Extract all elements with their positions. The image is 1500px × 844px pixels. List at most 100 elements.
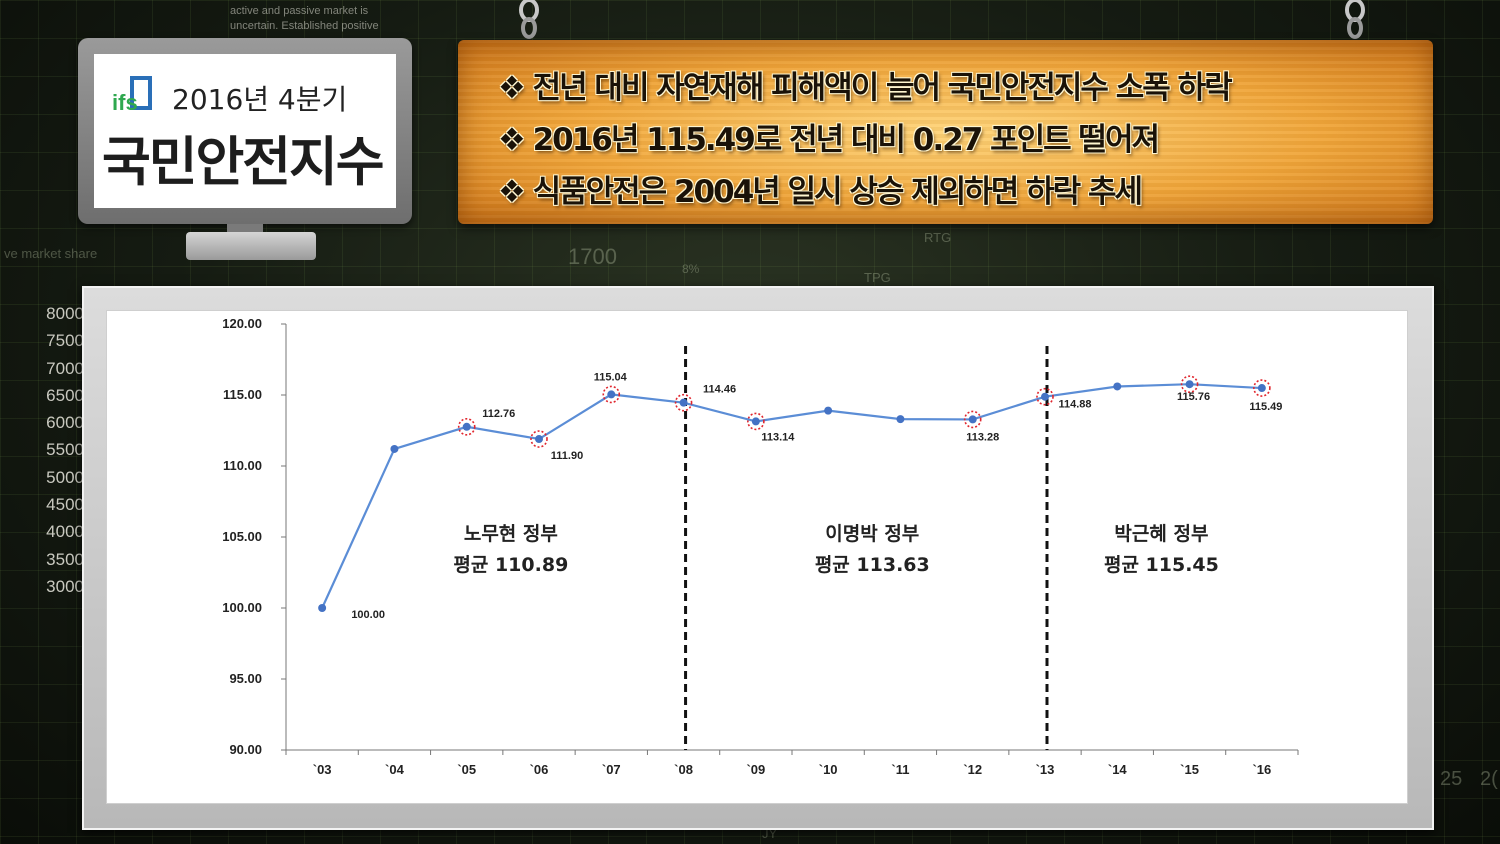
x-tick-label: `05 [457,762,476,777]
background-scale-value: 4500 [46,495,84,515]
data-point [896,415,905,424]
era-name: 노무현 정부 [464,523,558,545]
headline-item: ❖ 2016년 115.49로 전년 대비 0.27 포인트 떨어져 [498,114,1160,159]
data-label: 113.14 [761,431,795,443]
background-label: ve market share [4,246,98,261]
data-point [1185,380,1194,389]
background-scale-value: 3500 [46,549,84,569]
bullet-icon: ❖ [498,122,526,158]
background-note-line: uncertain. Established positive [230,20,379,32]
y-tick-label: 110.00 [223,458,262,473]
headline-text: 전년 대비 자연재해 피해액이 늘어 국민안전지수 소폭 하락 [532,70,1233,106]
logo-title: 국민안전지수 [102,132,385,193]
highlight-circle [530,430,548,448]
ifs-logo-icon: ifs [112,76,152,115]
data-point [679,398,688,407]
background-label: 25 [1440,768,1463,790]
chain-icon [1345,0,1365,39]
bullet-icon: ❖ [498,174,526,210]
logo-subtitle: 2016년 4분기 [172,83,348,116]
headline-item: ❖ 식품안전은 2004년 일시 상승 제외하면 하락 추세 [498,166,1143,211]
monitor-stand-base [186,232,316,260]
headline-board: ❖ 전년 대비 자연재해 피해액이 늘어 국민안전지수 소폭 하락 ❖ 2016… [458,40,1433,224]
data-label: 114.46 [703,384,736,396]
background-scale-value: 7500 [46,331,84,351]
data-point [968,415,977,424]
background-scale-value: 6000 [46,413,84,433]
background-scale-value: 5000 [46,467,84,487]
data-point [1113,382,1122,391]
background-label: 8% [682,262,700,276]
highlight-circle [602,385,621,404]
era-name: 박근혜 정부 [1114,523,1208,545]
data-label: 114.88 [1058,399,1091,411]
data-label: 100.00 [351,609,385,621]
y-tick-label: 90.00 [229,742,262,757]
data-point [535,435,543,444]
background-scale-value: 4000 [46,522,84,542]
chart-background [106,310,1408,804]
data-point [462,422,471,431]
background-label: RTG [924,230,952,245]
y-tick-label: 115.00 [223,387,262,402]
headline-text: 식품안전은 2004년 일시 상승 제외하면 하락 추세 [532,174,1143,210]
data-point [1041,392,1049,401]
highlight-circle [963,410,982,429]
logo-screen: ifs 2016년 4분기 국민안전지수 [94,54,396,208]
data-point [1257,384,1266,393]
y-tick-label: 100.00 [222,600,262,615]
national-safety-index-chart: 120.00 115.00 110.00 105.00 100.00 95.00 90.00… [222,316,1299,777]
background-scale-value: 7000 [46,358,84,378]
x-tick-label: `11 [891,762,909,777]
x-tick-label: `06 [530,762,549,777]
background-scale-value: 6500 [46,385,84,405]
highlight-circle [1180,375,1199,394]
background-label: 2( [1480,768,1498,790]
series-line [321,383,1262,609]
headline-item: ❖ 전년 대비 자연재해 피해액이 늘어 국민안전지수 소폭 하락 [498,62,1233,107]
highlight-circle [674,393,693,412]
highlight-circle [1036,387,1054,406]
x-tick-label: `13 [1036,762,1055,777]
data-label: 115.49 [1249,401,1282,413]
y-tick-label: 105.00 [222,529,262,544]
data-point [607,390,616,399]
era-name: 이명박 정부 [825,523,919,545]
x-tick-label: `12 [963,762,982,777]
data-point [824,406,833,415]
x-tick-label: `14 [1108,762,1128,777]
data-label: 113.28 [966,431,999,443]
headline-text: 2016년 115.49로 전년 대비 0.27 포인트 떨어져 [532,122,1160,158]
bullet-icon: ❖ [498,70,526,106]
y-tick-label: 95.00 [229,671,262,686]
data-label: 111.90 [551,450,583,462]
x-tick-label: `08 [674,762,693,777]
highlight-circle [457,418,476,436]
era-average: 평균 115.45 [1104,554,1219,576]
background-scale-value: 5500 [46,440,84,460]
logo-monitor: ifs 2016년 4분기 국민안전지수 [78,38,412,224]
y-tick-label: 120.00 [222,316,262,331]
background-scale-value: 3000 [46,576,84,596]
era-average: 평균 113.63 [815,554,930,576]
x-tick-label: `03 [313,762,332,777]
chain-icon [519,0,539,39]
background-scale-value: 8000 [46,304,84,323]
x-tick-label: `16 [1252,762,1271,777]
background-note: active and passive market is uncertain. … [230,4,379,34]
x-tick-label: `07 [602,762,621,777]
logo-mark-text: ifs [112,90,138,115]
data-label: 115.76 [1177,391,1210,403]
x-tick-label: `10 [819,762,838,777]
data-point [318,604,327,612]
era-average: 평균 110.89 [453,554,568,576]
highlight-circle [1253,379,1271,397]
x-tick-label: `15 [1180,762,1199,777]
data-point [751,417,760,426]
x-tick-label: `04 [385,762,405,777]
background-note-line: active and passive market is [230,5,369,17]
data-label: 115.04 [594,371,628,383]
highlight-circle [747,412,765,431]
background-label: TPG [864,270,891,285]
background-label: 1700 [568,244,617,269]
